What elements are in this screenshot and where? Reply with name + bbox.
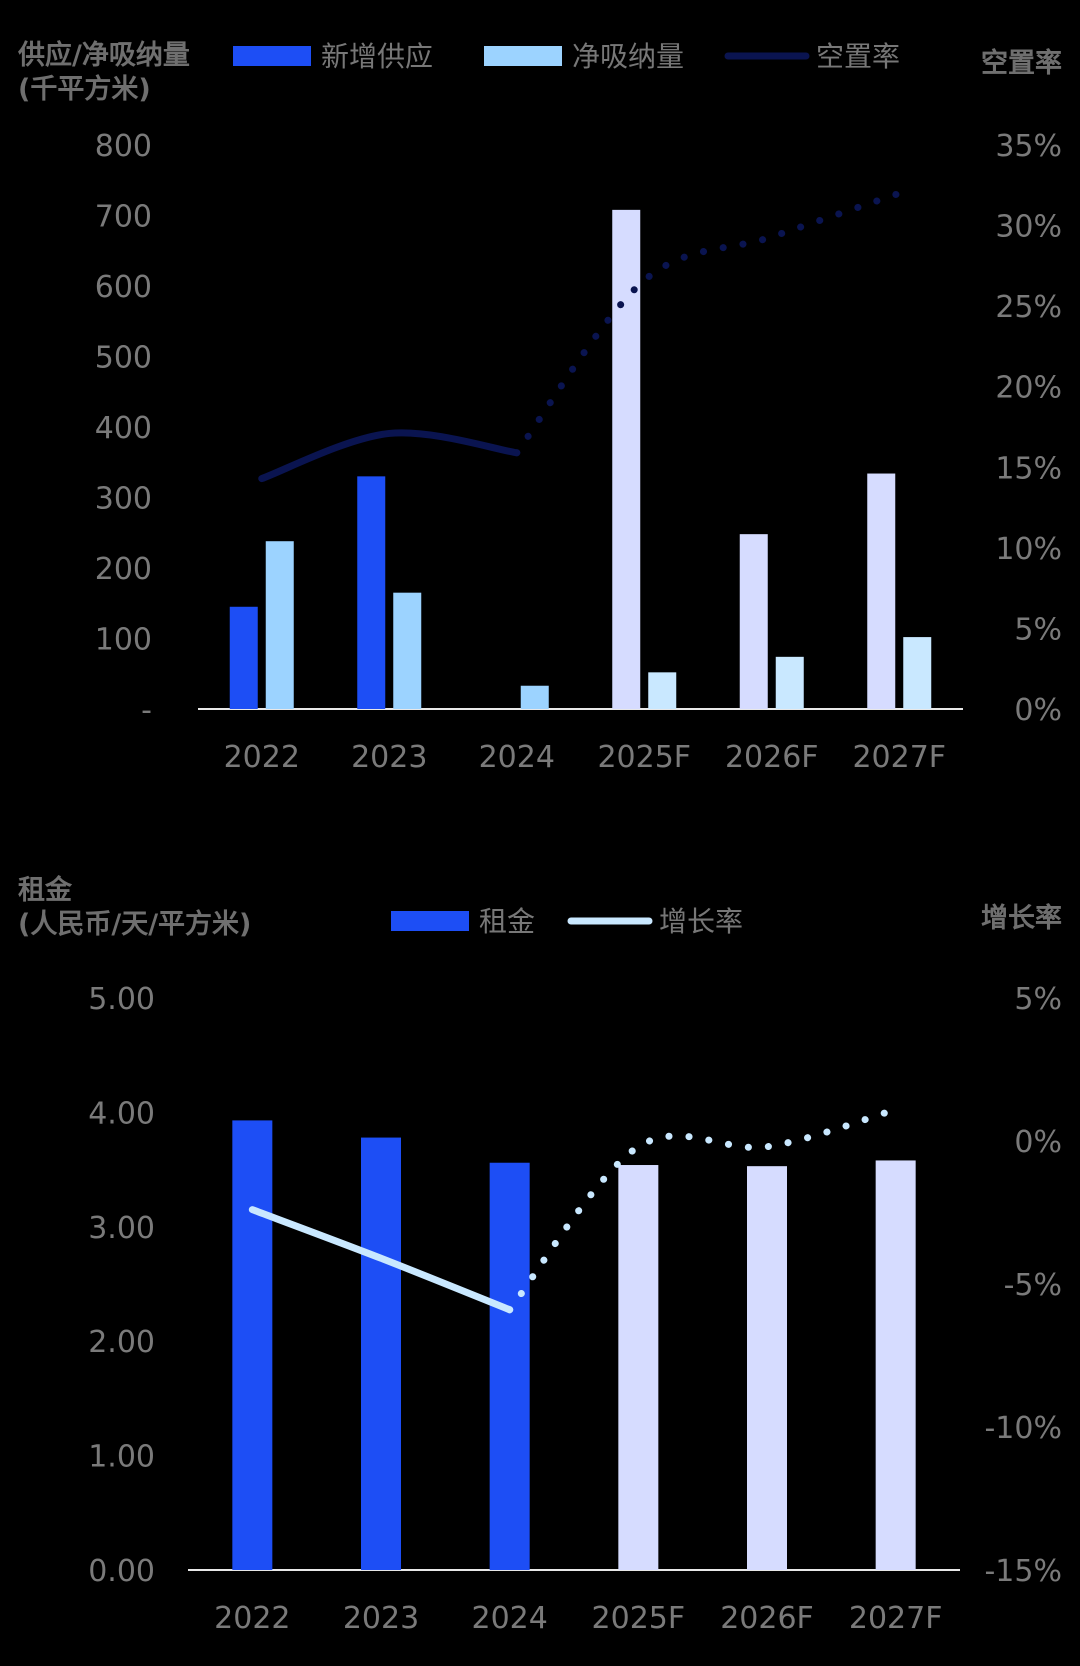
y2-tick-label: 0% [1014,693,1062,728]
y-tick-label: - [141,693,152,728]
legend-swatch [391,911,469,931]
x-tick-label: 2025F [592,1601,686,1636]
y2-tick-label: 15% [995,451,1062,486]
bar-rent [361,1137,401,1570]
vacancy-line-actual [258,429,521,483]
y-tick-label: 500 [95,341,152,376]
bar-rent [618,1165,659,1570]
bar-new-supply [229,606,258,709]
bar-new-supply [739,534,768,709]
y-tick-label: 600 [95,270,152,305]
bar-new-supply [867,473,896,709]
y-tick-label: 0.00 [88,1554,155,1589]
y-axis-title-left: (千平方米) [18,73,151,105]
y2-tick-label: 5% [1014,982,1062,1017]
bar-net-absorption [520,685,549,709]
vacancy-line-forecast [513,189,903,457]
x-tick-label: 2026F [720,1601,814,1636]
growth-line-actual [248,1206,514,1314]
bar-new-supply [357,476,386,709]
growth-line-forecast [506,1106,900,1314]
x-tick-label: 2025F [597,740,691,775]
legend-swatch [484,46,562,66]
y-tick-label: 800 [95,129,152,164]
y-tick-label: 700 [95,200,152,235]
bar-net-absorption [775,656,804,709]
y-tick-label: 100 [95,623,152,658]
bar-rent [875,1160,916,1570]
y2-tick-label: 5% [1014,612,1062,647]
x-tick-label: 2026F [725,740,819,775]
y-tick-label: 300 [95,482,152,517]
x-tick-label: 2027F [849,1601,943,1636]
bar-rent [232,1120,273,1570]
y-tick-label: 2.00 [88,1325,155,1360]
y-axis-title-right: 增长率 [981,902,1062,934]
y-tick-label: 1.00 [88,1440,155,1475]
x-tick-label: 2024 [479,740,555,775]
y2-tick-label: 20% [995,371,1062,406]
bar-net-absorption [648,672,677,709]
x-tick-label: 2024 [471,1601,547,1636]
y2-tick-label: -10% [984,1411,1062,1446]
bar-rent [747,1166,787,1570]
legend-label: 增长率 [659,905,743,938]
bar-rent [489,1162,530,1570]
bar-net-absorption [393,592,422,709]
x-tick-label: 2023 [343,1601,419,1636]
x-tick-label: 2027F [852,740,946,775]
y-axis-title-right: 空置率 [981,47,1062,79]
x-tick-label: 2022 [224,740,300,775]
y2-tick-label: -15% [984,1554,1062,1589]
y2-tick-label: -5% [1004,1268,1062,1303]
bar-net-absorption [265,541,294,709]
y-axis-title-left: 租金 [18,874,73,906]
y-tick-label: 5.00 [88,982,155,1017]
y-tick-label: 3.00 [88,1211,155,1246]
legend-label: 租金 [479,905,535,938]
y2-tick-label: 0% [1014,1125,1062,1160]
legend-label: 新增供应 [321,40,433,73]
y-tick-label: 400 [95,411,152,446]
y2-tick-label: 10% [995,532,1062,567]
x-tick-label: 2022 [214,1601,290,1636]
y2-tick-label: 35% [995,129,1062,164]
y-tick-label: 4.00 [88,1096,155,1131]
y-tick-label: 200 [95,552,152,587]
legend-label: 空置率 [816,40,900,73]
legend-swatch [233,46,311,66]
bar-new-supply [612,209,641,710]
x-tick-label: 2023 [351,740,427,775]
y2-tick-label: 25% [995,290,1062,325]
y-axis-title-left: 供应/净吸纳量 [17,39,190,71]
bar-net-absorption [903,637,932,709]
y2-tick-label: 30% [995,210,1062,245]
y-axis-title-left: (人民币/天/平方米) [18,908,251,940]
legend-label: 净吸纳量 [572,40,684,73]
